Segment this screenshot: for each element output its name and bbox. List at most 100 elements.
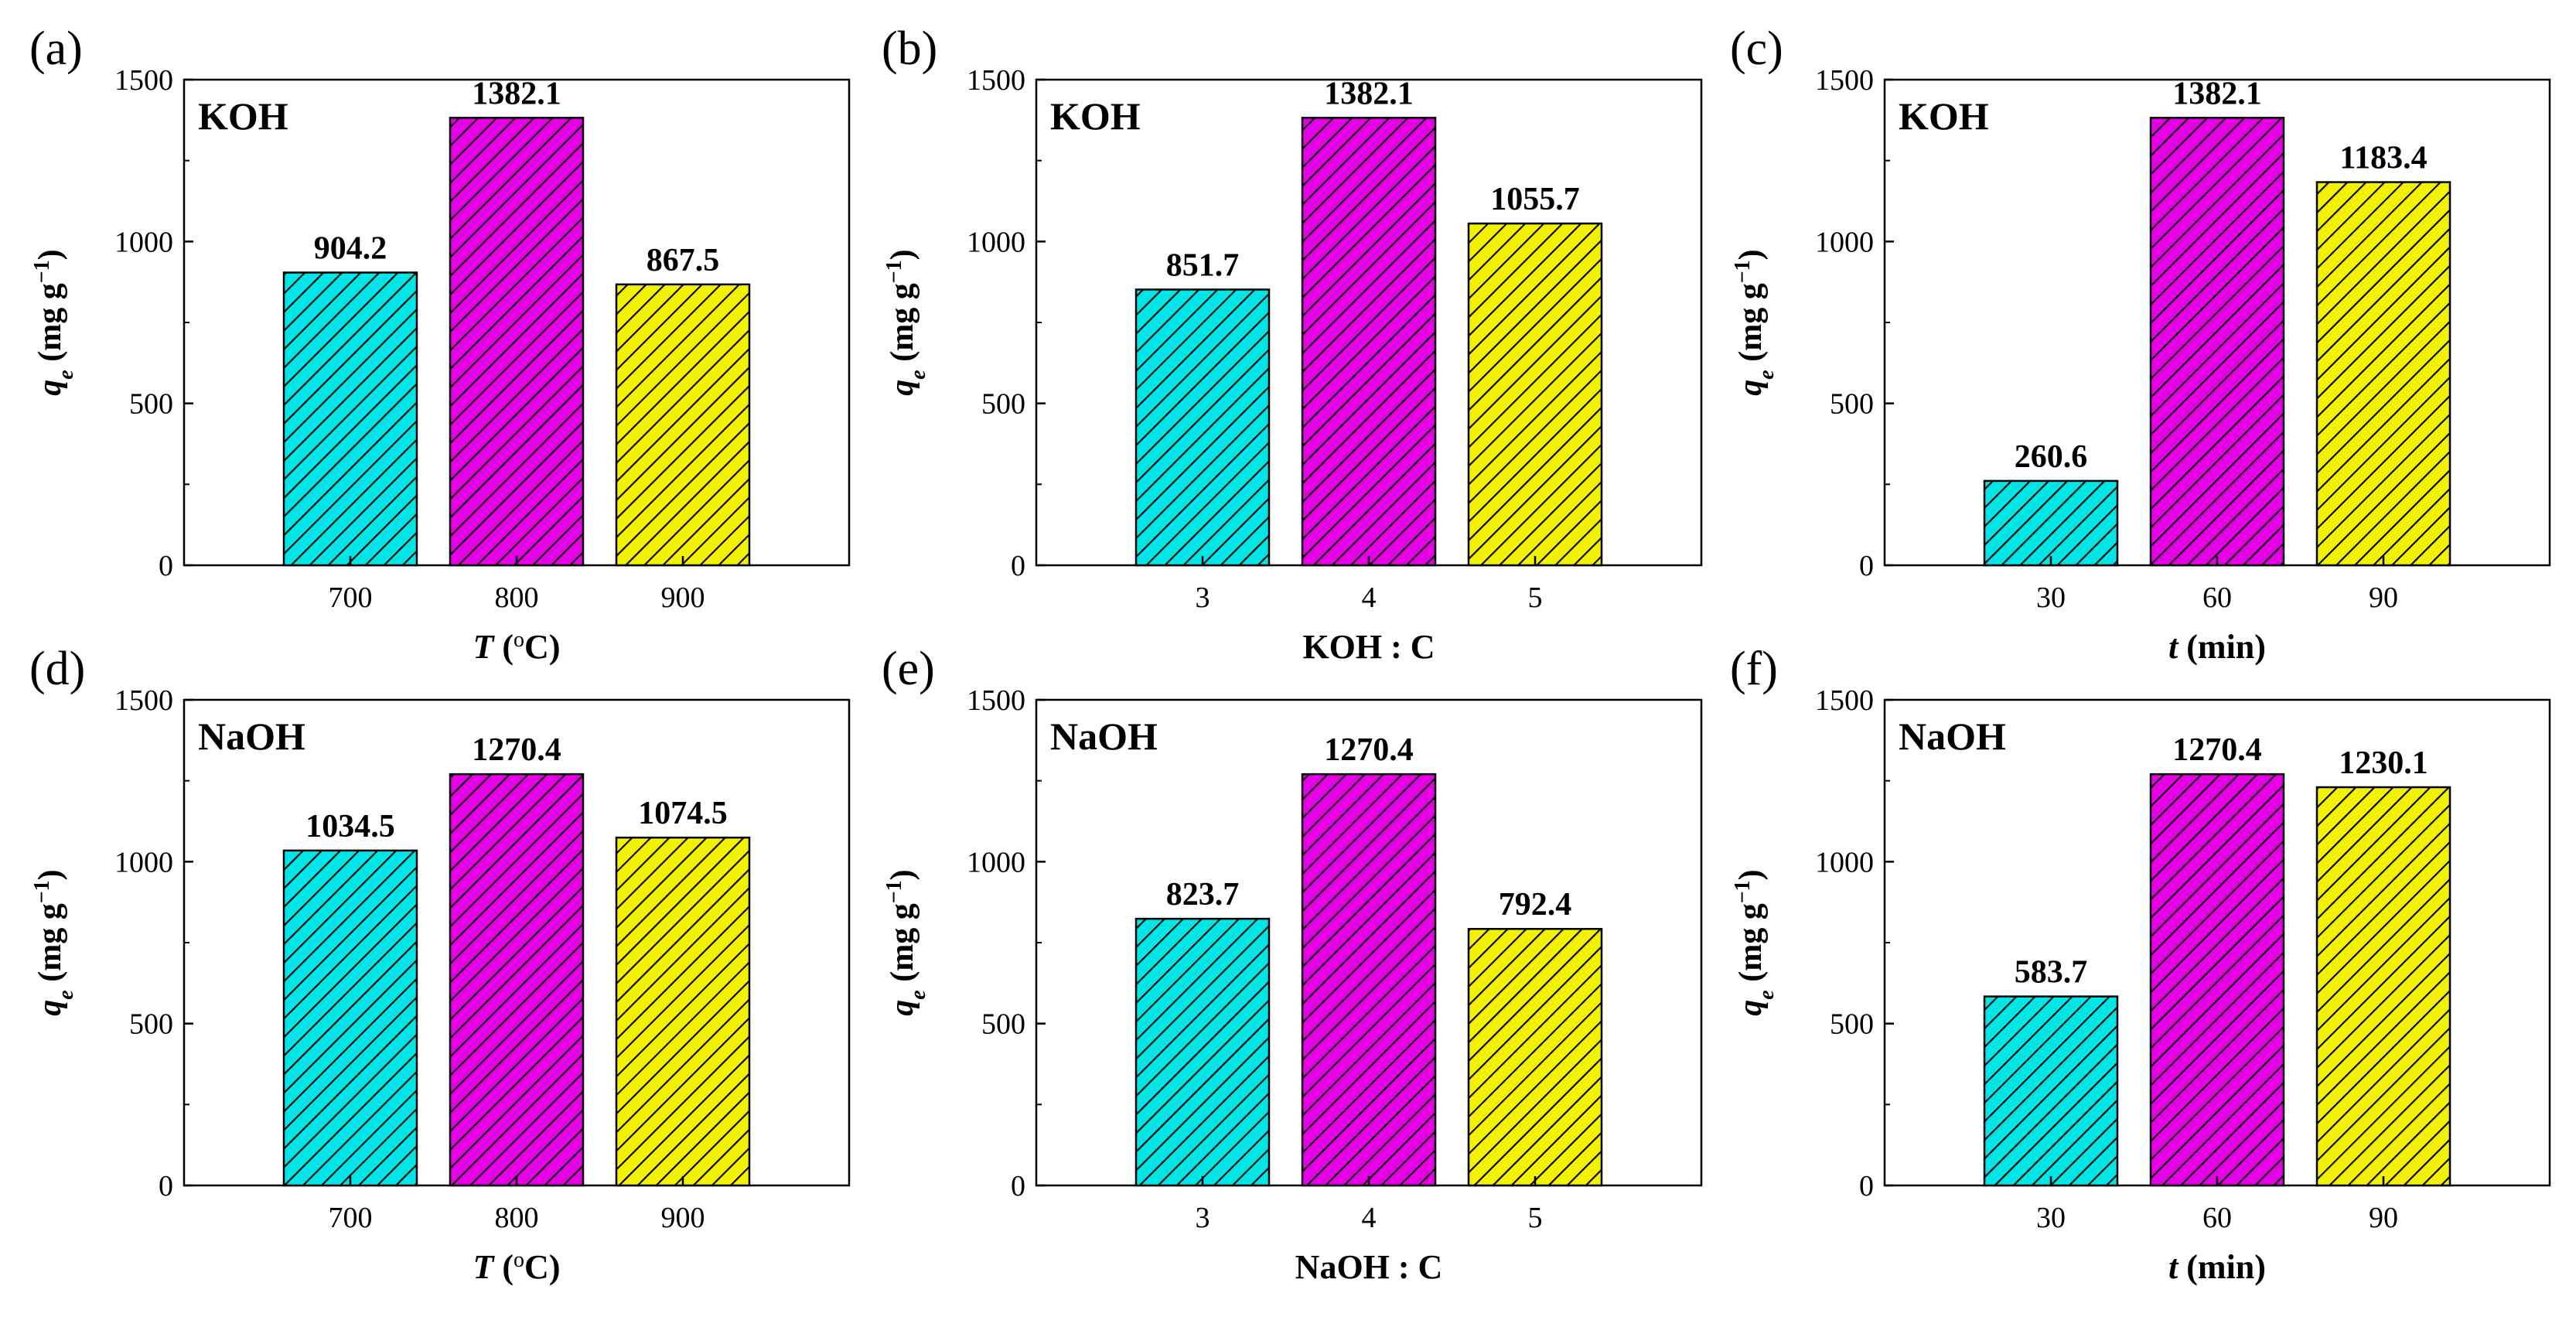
inset-label: NaOH: [1899, 715, 2006, 758]
y-tick-label: 1000: [967, 226, 1025, 258]
x-tick-label: 60: [2202, 1202, 2232, 1234]
x-tick-label: 30: [2036, 1202, 2066, 1234]
x-tick-label: 700: [329, 582, 373, 614]
bar-value-label: 1382.1: [1324, 76, 1414, 111]
panel-letter: (c): [1730, 22, 1783, 75]
bar-30: [1983, 479, 2119, 567]
bar-value-label: 260.6: [2015, 439, 2088, 475]
y-tick-label: 1000: [114, 226, 173, 258]
panel-b: 0 500 1000 1500 851.7 3 1382.1 4 1055.7 5 KOH (b) KO…: [882, 22, 1703, 666]
y-tick-label: 500: [1830, 388, 1874, 421]
inset-label: KOH: [198, 94, 288, 138]
bar-value-label: 1270.4: [1324, 732, 1414, 768]
x-tick-label: 900: [661, 582, 705, 614]
panel-f: 0 500 1000 1500 583.7 30 1270.4 60 1230.1 90 NaOH (…: [1730, 643, 2551, 1286]
x-tick-label: 3: [1196, 582, 1210, 614]
bar-value-label: 792.4: [1499, 887, 1572, 923]
bar-value-label: 1382.1: [472, 76, 561, 111]
x-tick-label: 900: [661, 1202, 705, 1234]
bar-value-label: 823.7: [1166, 877, 1240, 912]
bar-value-label: 1034.5: [305, 809, 395, 844]
bar-700: [282, 849, 418, 1187]
x-tick-label: 800: [495, 582, 539, 614]
y-tick-label: 1500: [1815, 64, 1874, 97]
bar-4: [1301, 773, 1437, 1187]
bar-value-label: 904.2: [314, 230, 387, 266]
x-axis-title: KOH : C: [1302, 628, 1435, 666]
y-axis-title: qe (mg g−1): [30, 869, 78, 1015]
y-tick-label: 1500: [967, 64, 1025, 97]
x-axis-title: NaOH : C: [1295, 1248, 1443, 1286]
bar-30: [1983, 995, 2119, 1187]
bar-3: [1134, 917, 1271, 1187]
y-tick-label: 500: [981, 388, 1025, 421]
bar-value-label: 1183.4: [2339, 141, 2427, 176]
x-axis-title: t (min): [2168, 628, 2266, 666]
y-axis-title: qe (mg g−1): [1731, 249, 1779, 395]
x-tick-label: 60: [2202, 582, 2232, 614]
bar-60: [2149, 773, 2285, 1187]
x-tick-label: 30: [2036, 582, 2066, 614]
bar-700: [282, 271, 418, 567]
y-axis-title: qe (mg g−1): [1731, 869, 1779, 1015]
y-axis-title: qe (mg g−1): [882, 249, 930, 395]
bar-60: [2149, 117, 2285, 567]
bar-90: [2315, 786, 2451, 1187]
bar-5: [1467, 927, 1603, 1187]
y-tick-label: 500: [129, 388, 173, 421]
x-tick-label: 90: [2369, 1202, 2398, 1234]
x-tick-label: 4: [1362, 1202, 1377, 1234]
y-tick-label: 1000: [967, 846, 1025, 878]
y-tick-label: 0: [1859, 1170, 1874, 1202]
y-tick-label: 1500: [114, 684, 173, 717]
bar-800: [449, 773, 585, 1187]
bar-value-label: 1074.5: [638, 796, 728, 831]
y-tick-label: 1000: [1815, 846, 1874, 878]
bar-3: [1134, 288, 1271, 567]
bar-value-label: 1270.4: [2172, 732, 2262, 768]
bar-5: [1467, 222, 1603, 567]
y-tick-label: 0: [159, 1170, 173, 1202]
bar-value-label: 1055.7: [1490, 182, 1580, 217]
panel-c: 0 500 1000 1500 260.6 30 1382.1 60 1183.4 90 KOH (c…: [1730, 22, 2551, 666]
x-tick-label: 4: [1362, 582, 1377, 614]
bar-4: [1301, 117, 1437, 567]
panel-a: 0 500 1000 1500 904.2 700 1382.1 800 867.5 900 KOH…: [29, 22, 851, 667]
bar-900: [615, 283, 751, 567]
bar-800: [449, 117, 585, 567]
y-tick-label: 1500: [1815, 684, 1874, 717]
y-tick-label: 1000: [1815, 226, 1874, 258]
bar-value-label: 867.5: [647, 243, 720, 278]
panel-letter: (a): [29, 22, 83, 75]
bar-value-label: 1270.4: [472, 732, 561, 768]
inset-label: KOH: [1050, 94, 1141, 138]
y-tick-label: 0: [159, 550, 173, 582]
y-tick-label: 0: [1859, 550, 1874, 582]
y-axis-title: qe (mg g−1): [30, 249, 78, 395]
y-tick-label: 500: [981, 1008, 1025, 1041]
x-tick-label: 90: [2369, 582, 2398, 614]
panel-letter: (e): [882, 643, 935, 695]
x-tick-label: 3: [1196, 1202, 1210, 1234]
inset-label: NaOH: [1050, 715, 1158, 758]
bar-value-label: 583.7: [2015, 955, 2088, 991]
panel-e: 0 500 1000 1500 823.7 3 1270.4 4 792.4 5 NaOH (e) Na…: [882, 643, 1703, 1286]
x-axis-title: t (min): [2168, 1248, 2266, 1286]
bar-900: [615, 836, 751, 1187]
y-axis-title: qe (mg g−1): [882, 869, 930, 1015]
x-axis-title: T (oC): [473, 1248, 561, 1287]
inset-label: KOH: [1899, 94, 1989, 138]
y-tick-label: 500: [129, 1008, 173, 1041]
x-axis-title: T (oC): [473, 628, 561, 667]
panel-letter: (f): [1730, 643, 1778, 695]
y-tick-label: 1500: [967, 684, 1025, 717]
panel-letter: (d): [29, 643, 85, 695]
y-tick-label: 0: [1011, 1170, 1025, 1202]
panel-d: 0 500 1000 1500 1034.5 700 1270.4 800 1074.5 900 N…: [29, 643, 851, 1287]
inset-label: NaOH: [198, 715, 305, 758]
panel-letter: (b): [882, 22, 937, 75]
y-tick-label: 1000: [114, 846, 173, 878]
x-tick-label: 700: [329, 1202, 373, 1234]
